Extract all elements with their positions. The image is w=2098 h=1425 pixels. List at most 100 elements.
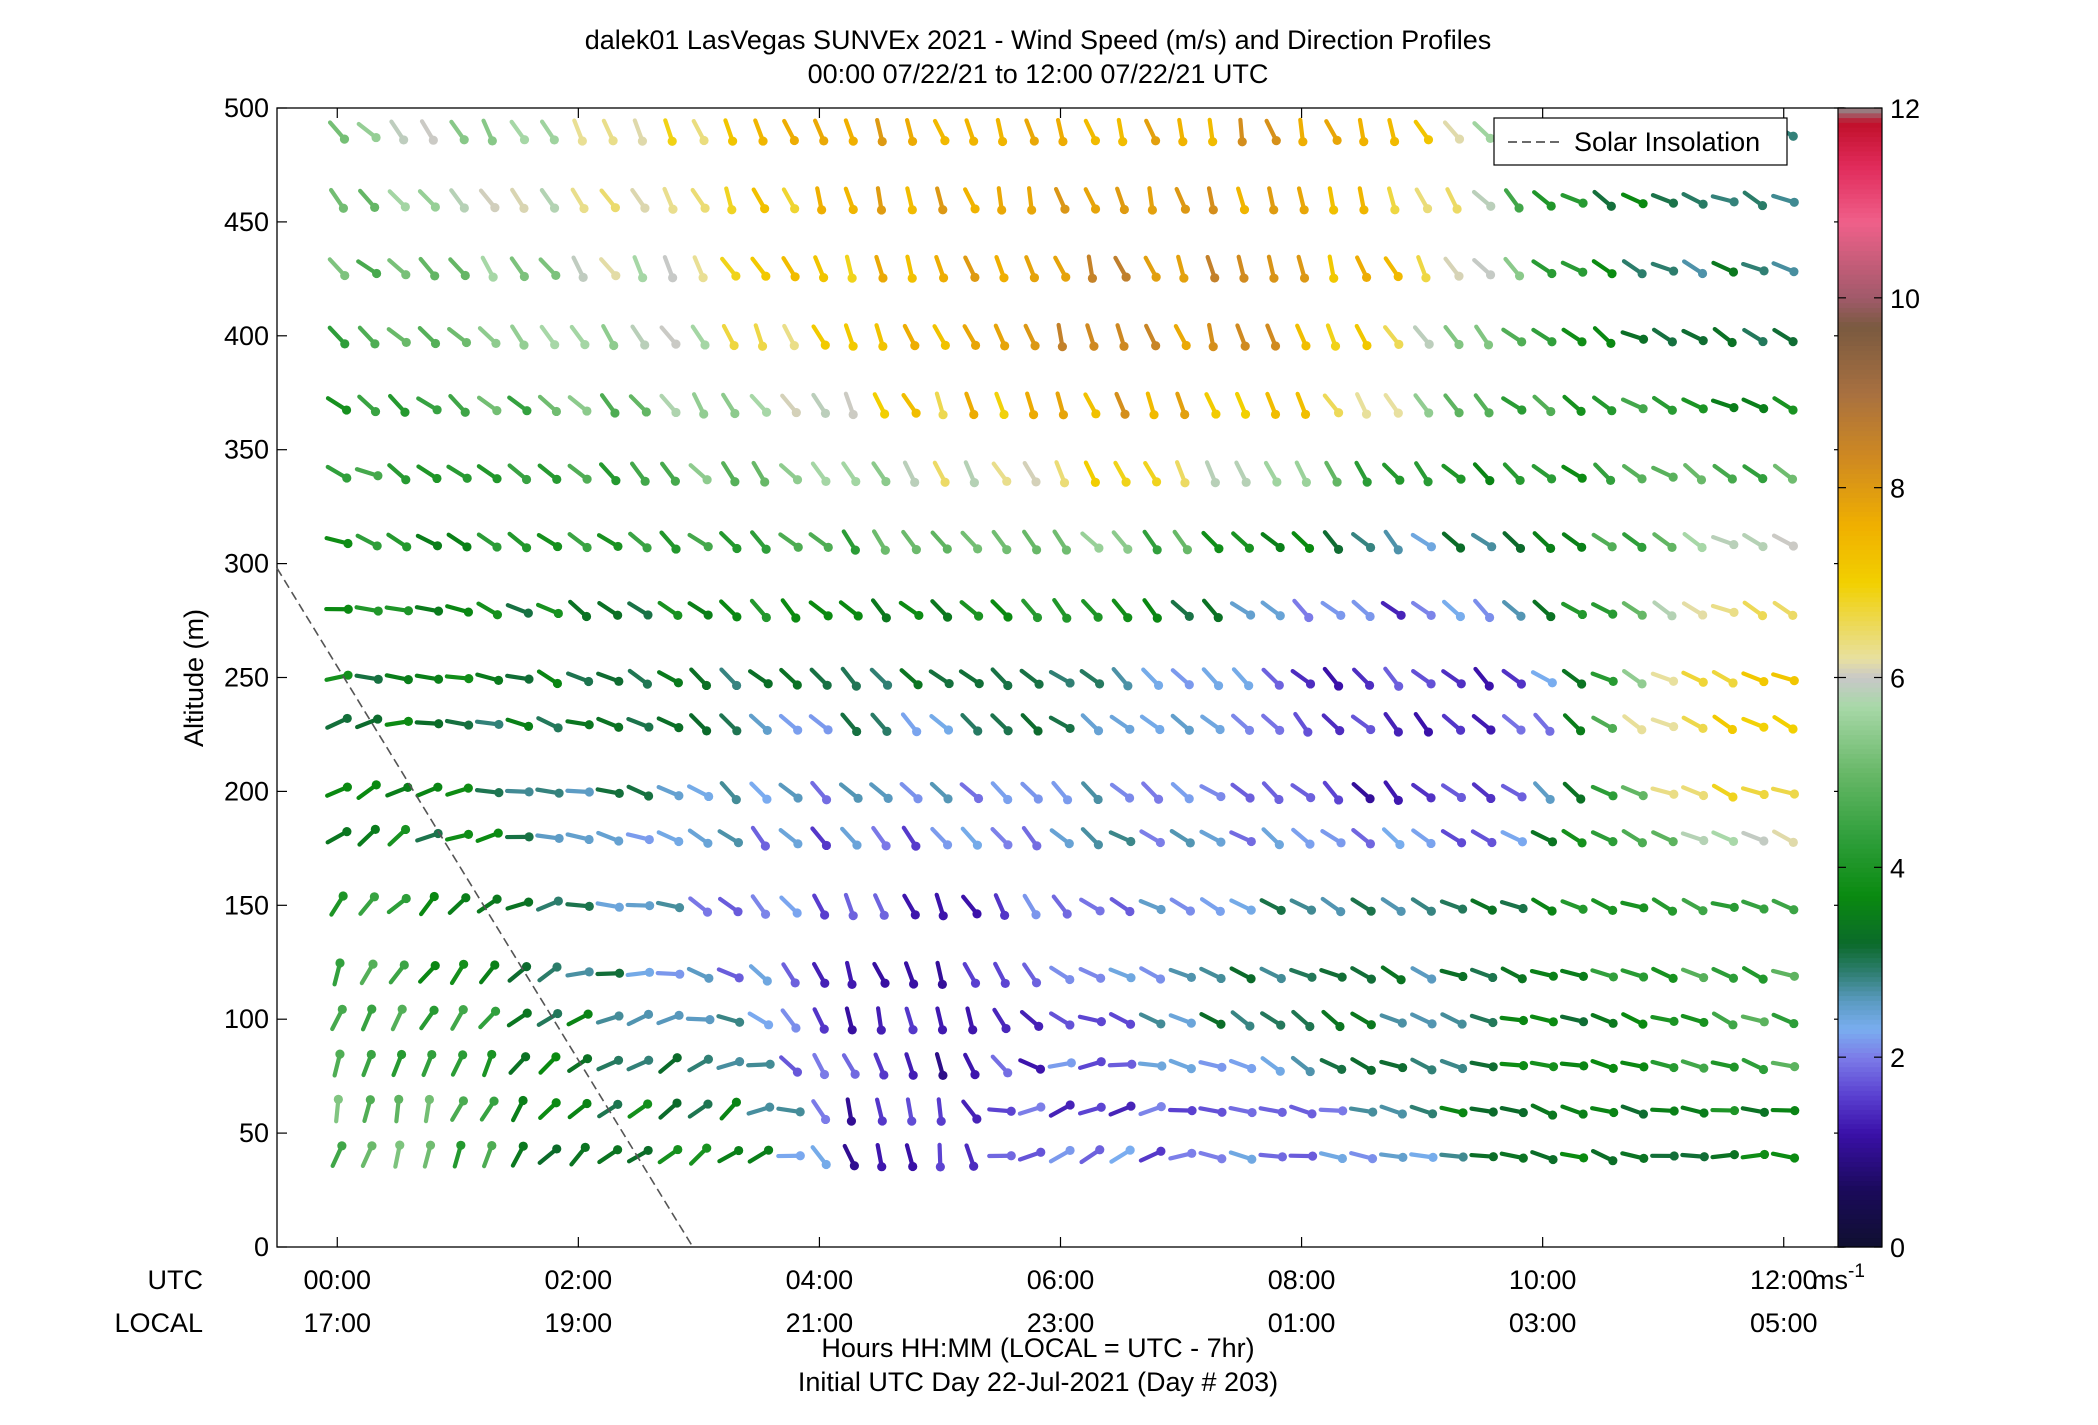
wind-barb [1741, 830, 1769, 846]
wind-barb [843, 118, 858, 146]
colorbar-segment [1838, 141, 1882, 147]
wind-barb [1020, 713, 1043, 736]
wind-barb [477, 326, 501, 348]
wind-barb [1138, 1012, 1166, 1029]
colorbar-segment [1838, 857, 1882, 864]
wind-barb [1143, 460, 1162, 487]
wind-barb-head [1211, 409, 1221, 419]
wind-barb [1740, 1149, 1770, 1160]
wind-barb [384, 716, 414, 727]
wind-barb [632, 255, 648, 283]
wind-barb [871, 825, 891, 851]
wind-barb-head [1454, 408, 1464, 418]
wind-barb [963, 460, 979, 488]
wind-barb [414, 605, 444, 616]
wind-barb-head [760, 204, 770, 214]
wind-barb [324, 536, 353, 549]
wind-barb-head [1517, 837, 1528, 847]
wind-barb [962, 324, 981, 350]
wind-barb-head [367, 1141, 377, 1151]
wind-barb-head [1246, 610, 1256, 620]
wind-barb [960, 713, 983, 736]
wind-barb [658, 1098, 682, 1120]
wind-barb [1201, 667, 1224, 691]
wind-barb [959, 600, 984, 621]
wind-barb [1115, 323, 1129, 351]
colorbar-segment [1838, 1166, 1882, 1172]
wind-barb [474, 788, 504, 798]
wind-barb [324, 604, 353, 614]
wind-barb [987, 1106, 1016, 1116]
wind-barb-head [430, 271, 440, 281]
wind-barb [1288, 1151, 1318, 1161]
wind-barb [1354, 323, 1372, 351]
wind-barb [1109, 897, 1135, 917]
wind-barb [1473, 393, 1494, 418]
wind-barb [1108, 1012, 1136, 1029]
wind-barb [450, 1050, 468, 1077]
wind-barb [1503, 256, 1525, 281]
wind-barb [1298, 117, 1308, 147]
wind-barb-head [1180, 409, 1190, 420]
wind-barb-head [459, 135, 469, 145]
wind-barb-head [972, 909, 982, 919]
wind-barb [1355, 255, 1372, 282]
wind-barb [749, 598, 771, 623]
wind-barb [1258, 1106, 1287, 1117]
wind-barb [327, 120, 350, 144]
colorbar-segment [1838, 378, 1882, 384]
wind-barb-head [1247, 1063, 1257, 1074]
wind-barb-head [700, 203, 710, 213]
wind-barb-head [462, 473, 472, 483]
colorbar-segment [1838, 914, 1882, 921]
wind-barb-head [938, 1070, 948, 1080]
wind-barb-head [730, 477, 740, 487]
wind-barb-head [1609, 1107, 1619, 1118]
wind-barb [1204, 460, 1220, 488]
wind-barb-head [1031, 978, 1042, 988]
wind-barb-head [522, 406, 532, 416]
wind-barb [387, 463, 411, 485]
colorbar-segment [1838, 962, 1882, 968]
wind-barb-head [1607, 723, 1618, 734]
wind-barb-head [1577, 838, 1587, 848]
wind-barb [1319, 968, 1347, 982]
wind-barb [842, 1143, 859, 1171]
colorbar-segment [1838, 615, 1882, 622]
wind-barb-head [1424, 408, 1434, 418]
wind-barb [871, 529, 890, 555]
wind-barb-head [1758, 336, 1768, 347]
wind-barb-head [492, 610, 503, 620]
wind-barb-head [819, 136, 829, 146]
legend: Solar Insolation [1493, 117, 1788, 166]
wind-barb-head [1668, 973, 1678, 983]
wind-barb-head [1087, 273, 1098, 283]
colorbar-segment [1838, 217, 1882, 223]
colorbar-segment [1838, 1061, 1882, 1068]
wind-barb-head [1638, 334, 1649, 344]
colorbar-segment [1838, 221, 1882, 228]
wind-barb-head [1485, 475, 1495, 486]
wind-barb-head [1124, 793, 1135, 803]
wind-barb [990, 667, 1013, 691]
wind-barb [1501, 327, 1527, 347]
wind-barb [1022, 893, 1041, 920]
wind-barb [1439, 1058, 1468, 1074]
wind-barb-head [1789, 1062, 1800, 1072]
wind-barb [1621, 829, 1647, 848]
colorbar-segment [1838, 539, 1882, 546]
wind-barb-head [343, 538, 353, 549]
wind-barb [1771, 1012, 1799, 1029]
wind-barb [476, 532, 502, 552]
wind-barb [845, 1097, 857, 1126]
solar-insolation-line [276, 567, 694, 1248]
colorbar-segment [1838, 582, 1882, 588]
colorbar-segment [1838, 1033, 1882, 1039]
colorbar-segment [1838, 1023, 1882, 1030]
colorbar-segment [1838, 834, 1882, 840]
wind-barb-head [852, 726, 862, 737]
wind-barb [1085, 323, 1099, 351]
wind-barb [1710, 1150, 1739, 1160]
wind-barb [332, 958, 345, 987]
wind-barb [1111, 667, 1133, 691]
